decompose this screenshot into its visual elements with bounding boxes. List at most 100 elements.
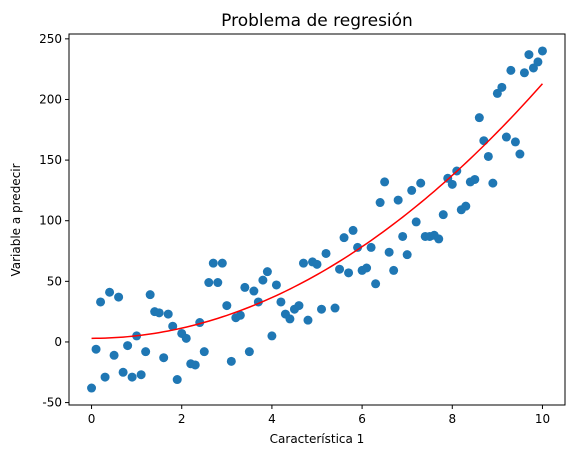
scatter-series — [87, 46, 547, 393]
data-point — [118, 367, 128, 377]
data-point — [497, 82, 507, 92]
y-tick-label: 250 — [39, 32, 62, 46]
data-point — [159, 353, 169, 363]
data-point — [141, 347, 151, 357]
data-point — [533, 57, 543, 67]
x-tick-label: 0 — [88, 412, 96, 426]
x-tick-label: 4 — [268, 412, 276, 426]
data-point — [537, 46, 547, 56]
data-point — [461, 201, 471, 211]
data-point — [249, 286, 259, 296]
x-axis: 0 2 4 6 8 10 — [88, 405, 550, 426]
data-point — [204, 278, 214, 288]
data-point — [271, 280, 281, 290]
data-point — [154, 308, 164, 318]
data-point — [515, 149, 525, 159]
data-point — [109, 350, 119, 360]
data-point — [222, 301, 232, 311]
data-point — [330, 303, 340, 313]
data-point — [339, 233, 349, 243]
y-tick-label: 150 — [39, 153, 62, 167]
data-point — [371, 279, 381, 289]
data-point — [298, 258, 308, 268]
data-point — [100, 372, 110, 382]
data-point — [172, 375, 182, 385]
data-point — [321, 248, 331, 258]
x-tick-label: 10 — [535, 412, 550, 426]
data-point — [96, 297, 106, 307]
data-point — [501, 132, 511, 142]
chart-title: Problema de regresión — [221, 11, 413, 31]
y-tick-label: 100 — [39, 214, 62, 228]
data-point — [524, 50, 534, 60]
data-point — [402, 250, 412, 260]
data-point — [145, 290, 155, 300]
data-point — [488, 178, 498, 188]
data-point — [384, 247, 394, 257]
x-axis-label: Característica 1 — [270, 432, 365, 446]
data-point — [344, 268, 354, 278]
data-point — [199, 347, 209, 357]
data-point — [267, 331, 277, 341]
data-point — [393, 195, 403, 205]
data-point — [226, 356, 236, 366]
x-tick-label: 2 — [178, 412, 186, 426]
data-point — [244, 347, 254, 357]
data-point — [362, 263, 372, 273]
y-tick-label: 0 — [54, 335, 62, 349]
data-point — [105, 287, 115, 297]
x-tick-label: 8 — [448, 412, 456, 426]
data-point — [506, 65, 516, 75]
data-point — [398, 231, 408, 241]
fit-line-series — [91, 83, 544, 340]
data-point — [87, 383, 97, 393]
y-tick-label: 50 — [47, 274, 62, 288]
data-point — [317, 304, 327, 314]
y-tick-label: -50 — [42, 396, 62, 410]
data-point — [114, 292, 124, 302]
data-point — [91, 344, 101, 354]
data-point — [353, 242, 363, 252]
data-point — [276, 297, 286, 307]
data-point — [262, 267, 272, 277]
data-point — [258, 275, 268, 285]
data-point — [389, 265, 399, 275]
x-tick-label: 6 — [358, 412, 366, 426]
data-point — [416, 178, 426, 188]
data-point — [483, 151, 493, 161]
data-point — [380, 177, 390, 187]
data-point — [127, 372, 137, 382]
data-point — [294, 301, 304, 311]
data-point — [510, 137, 520, 147]
data-point — [348, 225, 358, 235]
data-point — [123, 341, 133, 351]
data-point — [136, 370, 146, 380]
data-point — [479, 136, 489, 146]
data-point — [434, 234, 444, 244]
data-point — [375, 198, 385, 208]
y-axis: -50 0 50 100 150 200 250 — [39, 32, 69, 410]
data-point — [366, 242, 376, 252]
data-point — [285, 314, 295, 324]
data-point — [190, 360, 200, 370]
data-point — [163, 309, 173, 319]
data-point — [519, 68, 529, 78]
data-point — [411, 217, 421, 227]
data-point — [303, 315, 313, 325]
y-axis-label: Variable a predecir — [9, 163, 23, 276]
plot-area-frame — [68, 33, 566, 406]
data-point — [168, 321, 178, 331]
data-point — [312, 259, 322, 269]
data-point — [335, 264, 345, 274]
data-point — [208, 258, 218, 268]
regression-line — [91, 83, 544, 340]
data-point — [470, 174, 480, 184]
data-point — [474, 113, 484, 123]
data-point — [240, 282, 250, 292]
y-tick-label: 200 — [39, 92, 62, 106]
data-point — [213, 278, 223, 288]
data-point — [235, 310, 245, 320]
data-point — [447, 179, 457, 189]
data-point — [438, 210, 448, 220]
